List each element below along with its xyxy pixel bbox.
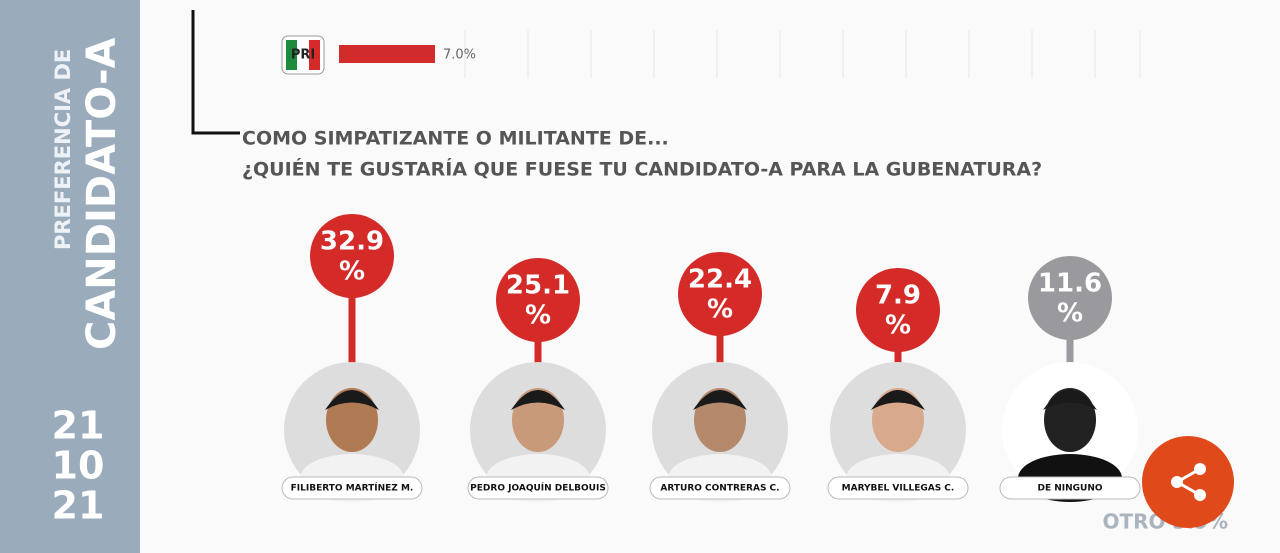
share-button[interactable] bbox=[1142, 436, 1234, 528]
candidate-name: FILIBERTO MARTÍNEZ M. bbox=[291, 482, 414, 494]
pin-bubble bbox=[1028, 256, 1112, 340]
photo-hair bbox=[1043, 390, 1097, 410]
date-month: 10 bbox=[52, 444, 105, 488]
percent-unit: % bbox=[885, 311, 911, 341]
party-name: PRI bbox=[291, 48, 315, 63]
candidates: 32.9% FILIBERTO MARTÍNEZ M. 25.1% PEDRO JOA… bbox=[281, 214, 1141, 502]
candidate-name: PEDRO JOAQUÍN DELBOUIS bbox=[470, 482, 606, 494]
photo-hair bbox=[693, 390, 747, 410]
percent-value: 7.9 bbox=[875, 281, 921, 311]
percent-value: 25.1 bbox=[506, 271, 570, 301]
candidate-name: DE NINGUNO bbox=[1037, 484, 1102, 494]
photo-hair bbox=[871, 390, 925, 410]
photo-hair bbox=[325, 390, 379, 410]
name-pill bbox=[649, 476, 791, 500]
question-line: COMO SIMPATIZANTE O MILITANTE DE... bbox=[242, 128, 669, 150]
percent-unit: % bbox=[1057, 299, 1083, 329]
photo-hair bbox=[511, 390, 565, 410]
name-pill bbox=[999, 476, 1141, 500]
party-bar bbox=[339, 45, 435, 63]
name-pill bbox=[467, 476, 609, 500]
percent-value: 11.6 bbox=[1038, 269, 1102, 299]
date-year: 21 bbox=[52, 484, 105, 528]
percent-value: 32.9 bbox=[320, 227, 384, 257]
name-pill bbox=[281, 476, 423, 500]
sidebar bbox=[0, 0, 140, 553]
pin-bubble bbox=[678, 252, 762, 336]
candidate-name: ARTURO CONTRERAS C. bbox=[660, 484, 779, 494]
pin-bubble bbox=[310, 214, 394, 298]
percent-value: 22.4 bbox=[688, 265, 752, 295]
percent-unit: % bbox=[525, 301, 551, 331]
top-grid bbox=[464, 30, 1141, 78]
sidebar-title-small: PREFERENCIA DE bbox=[51, 49, 75, 250]
sidebar-title-large: CANDIDATO-A bbox=[79, 37, 125, 350]
percent-unit: % bbox=[339, 257, 365, 287]
question-line: ¿QUIÉN TE GUSTARÍA QUE FUESE TU CANDIDAT… bbox=[242, 158, 1042, 181]
pin-bubble bbox=[856, 268, 940, 352]
percent-unit: % bbox=[707, 295, 733, 325]
connector-line bbox=[191, 10, 240, 135]
name-pill bbox=[827, 476, 969, 500]
date-day: 21 bbox=[52, 404, 105, 448]
candidate-name: MARYBEL VILLEGAS C. bbox=[842, 484, 955, 494]
party-logo: PRI bbox=[281, 35, 325, 75]
pin-bubble bbox=[496, 258, 580, 342]
party-value: 7.0% bbox=[443, 48, 476, 63]
